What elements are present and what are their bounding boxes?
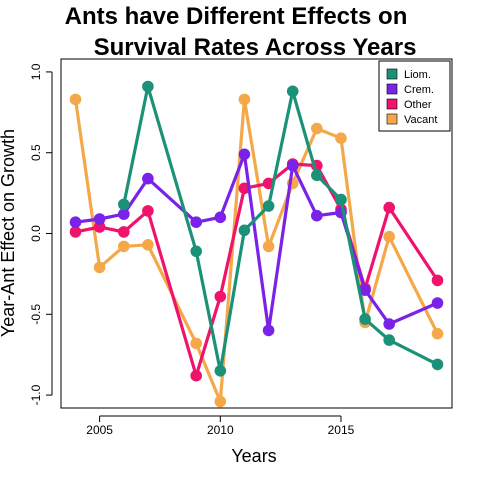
data-point-vacant xyxy=(93,261,106,274)
data-point-other xyxy=(383,201,396,214)
data-point-other xyxy=(69,226,82,238)
data-point-other xyxy=(431,274,444,287)
x-tick-label: 2005 xyxy=(86,423,113,437)
y-axis-label: Year-Ant Effect on Growth xyxy=(0,129,18,337)
data-point-crem xyxy=(214,211,227,224)
data-point-crem xyxy=(238,148,251,161)
legend-label-liom: Liom. xyxy=(404,69,431,81)
data-point-crem xyxy=(383,318,396,330)
x-axis: 2005 2010 2015 xyxy=(86,415,355,437)
y-tick-label: 1.0 xyxy=(29,63,43,80)
legend-swatch-liom xyxy=(386,68,398,80)
data-point-liom xyxy=(190,245,202,258)
data-point-crem xyxy=(118,208,130,220)
data-point-other xyxy=(93,221,106,233)
data-point-liom xyxy=(335,193,347,206)
legend-swatch-other xyxy=(386,98,398,110)
legend: Liom. Crem. Other Vacant xyxy=(378,60,451,132)
y-tick-label: 0.0 xyxy=(29,225,43,242)
data-point-liom xyxy=(383,334,396,346)
data-point-vacant xyxy=(118,240,130,253)
plot-frame xyxy=(60,58,453,409)
data-point-crem xyxy=(142,172,154,185)
data-point-other xyxy=(190,369,202,382)
data-point-crem xyxy=(190,216,202,228)
legend-label-other: Other xyxy=(404,99,432,111)
data-point-vacant xyxy=(214,395,227,408)
data-point-vacant xyxy=(431,327,444,340)
series-layer xyxy=(69,80,444,408)
legend-swatch-crem xyxy=(386,83,398,95)
chart-title-line-2: Survival Rates Across Years xyxy=(94,34,417,61)
data-point-crem xyxy=(262,324,275,337)
data-point-crem xyxy=(431,297,444,309)
data-point-liom xyxy=(142,80,154,93)
x-axis-label: Years xyxy=(231,446,276,466)
data-point-crem xyxy=(286,159,299,172)
data-point-crem xyxy=(69,216,82,228)
series-line-other xyxy=(73,162,440,378)
data-point-crem xyxy=(311,209,323,222)
data-point-liom xyxy=(286,85,299,98)
data-point-vacant xyxy=(69,93,82,106)
data-point-crem xyxy=(93,213,106,225)
data-point-vacant xyxy=(238,93,251,106)
y-tick-label: 0.5 xyxy=(29,144,43,161)
data-point-liom xyxy=(238,224,251,237)
data-point-liom xyxy=(262,200,275,212)
data-point-vacant xyxy=(190,337,202,350)
data-point-other xyxy=(118,226,130,238)
legend-label-crem: Crem. xyxy=(404,84,434,96)
data-point-vacant xyxy=(383,230,396,243)
data-point-other xyxy=(142,205,154,217)
x-tick-label: 2015 xyxy=(328,423,355,437)
data-point-crem xyxy=(359,284,371,296)
y-tick-label: -0.5 xyxy=(29,304,43,325)
data-point-vacant xyxy=(142,239,154,251)
chart-title-line-1: Ants have Different Effects on xyxy=(65,3,408,30)
data-point-liom xyxy=(118,198,130,211)
legend-label-vacant: Vacant xyxy=(404,114,437,126)
data-point-vacant xyxy=(262,240,275,253)
data-point-liom xyxy=(431,358,444,371)
series-liom xyxy=(118,80,444,377)
data-point-vacant xyxy=(335,132,347,144)
legend-swatch-vacant xyxy=(386,113,398,125)
y-axis: -1.0 -0.5 0.0 0.5 1.0 xyxy=(29,63,53,405)
x-tick-label: 2010 xyxy=(207,423,234,437)
y-tick-label: -1.0 xyxy=(29,384,43,405)
data-point-liom xyxy=(359,313,371,325)
data-point-liom xyxy=(311,169,323,182)
data-point-other xyxy=(214,290,227,303)
data-point-liom xyxy=(214,365,227,377)
data-point-vacant xyxy=(311,122,323,135)
